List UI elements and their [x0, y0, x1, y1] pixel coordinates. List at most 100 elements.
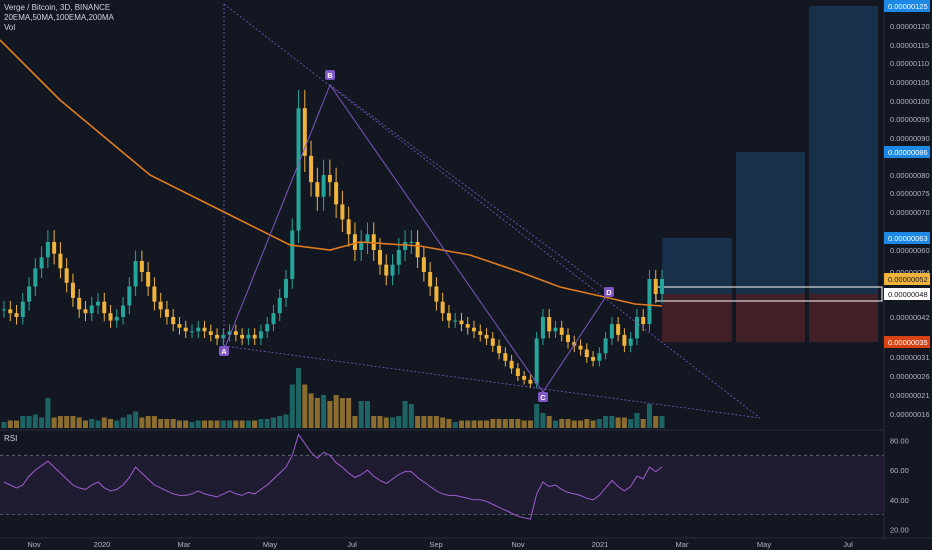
candle-body: [258, 331, 263, 339]
price-axis: 0.00000120 0.00000115 0.00000110 0.00000105…: [883, 0, 930, 538]
volume-bar: [39, 417, 45, 428]
price-tick: 0.00000070: [890, 208, 930, 217]
volume-bar: [227, 420, 233, 428]
candle-body: [490, 338, 495, 346]
volume-bar: [321, 395, 327, 428]
candle-body: [202, 327, 207, 332]
candle-body: [158, 301, 163, 310]
volume-bar: [433, 416, 439, 428]
price-badge: [884, 336, 930, 348]
profit-zone-1: [662, 238, 732, 294]
candle-body: [108, 313, 113, 321]
candle-body: [121, 305, 126, 317]
volume-bar: [465, 420, 471, 428]
volume-bar: [346, 398, 352, 428]
volume-bar: [214, 420, 220, 428]
volume-bar: [596, 419, 602, 428]
volume-bar: [151, 416, 157, 428]
candle-body: [183, 327, 188, 332]
candle-body: [208, 331, 213, 335]
rsi-pane: [0, 429, 884, 520]
volume-bar: [20, 416, 26, 428]
abcd-pattern: A B C D: [219, 3, 761, 419]
time-axis: Nov 2020 Mar May Jul Sep Nov 2021 Mar May Jul: [0, 537, 932, 549]
volume-bar: [396, 416, 402, 428]
price-badge-label: 0.00000086: [888, 148, 928, 157]
volume-bar: [89, 419, 95, 428]
loss-zone-2: [736, 294, 805, 342]
volume-bar: [496, 419, 502, 428]
candle-body: [584, 349, 589, 357]
candle-body: [515, 368, 520, 376]
candle-body: [133, 261, 138, 287]
upper-trendline: [223, 3, 761, 419]
pattern-label-b: B: [327, 71, 333, 80]
candle-body: [321, 175, 326, 197]
rsi-tick: 80.00: [890, 436, 909, 445]
candle-body: [290, 230, 295, 279]
candle-body: [653, 279, 658, 294]
volume-bar: [195, 420, 201, 428]
candle-body: [578, 345, 583, 350]
candle-body: [522, 376, 527, 380]
volume-bar: [296, 368, 302, 428]
candle-body: [415, 242, 420, 258]
candle-body: [83, 309, 88, 314]
volume-bar: [578, 420, 584, 428]
price-tick: 0.00000042: [890, 313, 930, 322]
rsi-tick: 60.00: [890, 466, 909, 475]
bd-trendline: [329, 84, 610, 293]
profit-zone-3: [809, 6, 878, 294]
candle-body: [177, 324, 182, 328]
volume-bar: [571, 420, 577, 428]
volume-label[interactable]: Vol: [4, 23, 16, 32]
price-badge: [884, 273, 930, 285]
price-tick: 0.00000016: [890, 410, 930, 419]
volume-bar: [114, 420, 120, 428]
candle-body: [27, 286, 32, 302]
candle-body: [309, 155, 314, 183]
volume-bar: [14, 420, 20, 428]
volume-bar: [364, 401, 370, 428]
price-tick: 0.00000021: [890, 391, 930, 400]
candle-body: [434, 286, 439, 302]
candle-body: [641, 317, 646, 325]
candle-body: [58, 253, 63, 269]
volume-bar: [621, 417, 627, 428]
time-tick: May: [757, 540, 771, 549]
volume-bar: [408, 404, 414, 428]
candle-body: [390, 264, 395, 276]
volume-bar: [108, 419, 114, 428]
volume-bar: [427, 416, 433, 428]
volume-bar: [164, 419, 170, 428]
indicators-label[interactable]: 20EMA,50MA,100EMA,200MA: [4, 13, 114, 22]
volume-bar: [283, 414, 289, 428]
candle-body: [472, 327, 476, 332]
volume-bar: [509, 419, 515, 428]
volume-bar: [258, 419, 264, 428]
volume-bar: [502, 419, 508, 428]
candle-body: [566, 334, 570, 342]
price-badge-label: 0.00000063: [888, 234, 928, 243]
candle-body: [252, 334, 257, 339]
candle-body: [96, 301, 100, 306]
volume-bar: [402, 401, 408, 428]
volume-bar: [45, 398, 51, 428]
price-tick: 0.00000031: [890, 353, 930, 362]
symbol-title[interactable]: Verge / Bitcoin, 3D, BINANCE: [4, 3, 111, 12]
volume-bar: [233, 420, 239, 428]
candle-body: [190, 331, 194, 333]
position-zones: [655, 6, 883, 342]
price-badge: [884, 288, 930, 300]
volume-bar: [220, 420, 226, 428]
volume-bar: [333, 395, 339, 428]
volume-bar: [7, 420, 13, 428]
rsi-title[interactable]: RSI: [4, 434, 18, 443]
ema-line: [0, 39, 663, 307]
volume-bar: [628, 419, 634, 428]
candle-body: [33, 268, 38, 287]
volume-bar: [176, 420, 182, 428]
candle-body: [70, 282, 75, 298]
volume-bar: [252, 420, 258, 428]
